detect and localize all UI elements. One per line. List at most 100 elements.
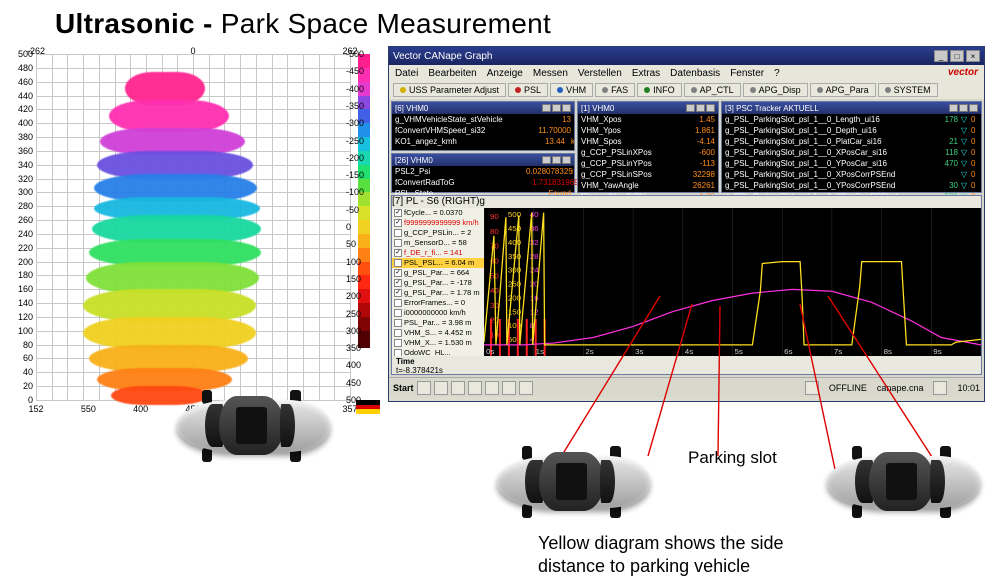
- toolbar-icon[interactable]: [502, 381, 516, 395]
- svg-text:2s: 2s: [585, 347, 594, 356]
- toolbar-icon[interactable]: [417, 381, 431, 395]
- chart-pane[interactable]: [7] PL - S6 (RIGHT)g ✓fCycle... = 0.0370…: [391, 195, 982, 375]
- minimize-button[interactable]: _: [934, 50, 948, 62]
- tab-uss-parameter-adjust[interactable]: USS Parameter Adjust: [393, 83, 506, 97]
- legend-item[interactable]: ✓g_PSL_Par... = 664: [392, 268, 484, 278]
- status-time: 10:01: [957, 383, 980, 393]
- heatmap-top-scale: -262 0 262: [36, 46, 350, 54]
- window-title: Vector CANape Graph: [393, 51, 493, 62]
- svg-text:28: 28: [530, 252, 539, 261]
- chart-title: [7] PL - S6 (RIGHT)g: [392, 196, 485, 207]
- svg-text:3s: 3s: [635, 347, 644, 356]
- svg-text:0s: 0s: [486, 347, 495, 356]
- legend-item[interactable]: ✓fCycle... = 0.0370: [392, 208, 484, 218]
- legend-item[interactable]: ✓g_PSL_Par... = -178: [392, 278, 484, 288]
- legend-item[interactable]: ErrorFrames... = 0: [392, 298, 484, 308]
- close-button[interactable]: ×: [966, 50, 980, 62]
- legend-item[interactable]: m_SensorD... = 58: [392, 238, 484, 248]
- data-row: g_PSL_ParkingSlot_psl_1__0_YPosCorrPSEnd…: [722, 180, 981, 191]
- canape-window-container: Vector CANape Graph _ □ × Datei Bearbeite…: [388, 46, 985, 414]
- tab-ap-ctl[interactable]: AP_CTL: [684, 83, 741, 97]
- heatmap-cells: [36, 54, 350, 400]
- svg-text:6s: 6s: [784, 347, 793, 356]
- data-row: fConvertVHMSpeed_si3211.70000: [392, 125, 574, 136]
- start-button[interactable]: Start: [393, 383, 414, 393]
- legend-item[interactable]: ✓f_DE_r_fi... = 141: [392, 248, 484, 258]
- legend-item[interactable]: VHM_X... = 1.530 m: [392, 338, 484, 348]
- svg-text:8s: 8s: [884, 347, 893, 356]
- menu-verstellen[interactable]: Verstellen: [578, 68, 622, 79]
- toolbar-icon[interactable]: [519, 381, 533, 395]
- menu-extras[interactable]: Extras: [632, 68, 660, 79]
- tab-bar: USS Parameter AdjustPSLVHMFASINFOAP_CTLA…: [389, 81, 984, 99]
- legend-item[interactable]: VHM_S... = 4.452 m: [392, 328, 484, 338]
- toolbar-icon[interactable]: [485, 381, 499, 395]
- tab-apg-para[interactable]: APG_Para: [810, 83, 876, 97]
- vector-logo: vector: [948, 67, 978, 78]
- data-row: VHM_Xpos1.45: [578, 114, 718, 125]
- tab-system[interactable]: SYSTEM: [878, 83, 938, 97]
- svg-text:1s: 1s: [536, 347, 545, 356]
- menu-anzeige[interactable]: Anzeige: [487, 68, 523, 79]
- data-row: g_PSL_ParkingSlot_psl_1__0_Length_ui1617…: [722, 114, 981, 125]
- car-icon: [818, 442, 988, 522]
- data-row: g_VHMVehicleState_stVehicle13: [392, 114, 574, 125]
- svg-text:5s: 5s: [734, 347, 743, 356]
- legend-item[interactable]: g_CCP_PSLin... = 2: [392, 228, 484, 238]
- window-titlebar[interactable]: Vector CANape Graph _ □ ×: [389, 47, 984, 65]
- chart-legend[interactable]: ✓fCycle... = 0.0370✓f9999999999999 km/hg…: [392, 208, 484, 374]
- workspace: [6] VHM0 g_VHMVehicleState_stVehicle13fC…: [389, 99, 984, 377]
- pane-vhm0-c[interactable]: [1] VHM0 VHM_Xpos1.45VHM_Ypos1.861VHM_Sp…: [577, 101, 719, 193]
- pane-vhm0-a[interactable]: [6] VHM0 g_VHMVehicleState_stVehicle13fC…: [391, 101, 575, 151]
- menu-fenster[interactable]: Fenster: [730, 68, 764, 79]
- car-icon: [168, 386, 338, 466]
- pane-title: [26] VHM0: [395, 156, 433, 165]
- pane-vhm0-b[interactable]: [26] VHM0 PSL2_Psi0.028078325radfConvert…: [391, 153, 575, 193]
- data-row: PSL2_Psi0.028078325rad: [392, 166, 574, 177]
- pane-title: [1] VHM0: [581, 104, 614, 113]
- legend-item[interactable]: i0000000000 km/h: [392, 308, 484, 318]
- tab-info[interactable]: INFO: [637, 83, 682, 97]
- svg-text:80: 80: [490, 227, 499, 236]
- title-part1: Ultrasonic -: [55, 8, 221, 39]
- svg-text:90: 90: [490, 212, 499, 221]
- menu-bar: Datei Bearbeiten Anzeige Messen Verstellen Ex…: [389, 65, 984, 81]
- status-icon: [805, 381, 819, 395]
- status-bar: Start OFFLINE canape.cna 10:01: [389, 377, 984, 397]
- chart-area[interactable]: 9080706050403020105004504003503002502001…: [484, 208, 981, 356]
- toolbar-icon[interactable]: [451, 381, 465, 395]
- legend-item[interactable]: ✓g_PSL_Par... = 1.78 m: [392, 288, 484, 298]
- heatmap-colorbar: -500-450-400-350-300-250-200-150-100-500…: [350, 54, 380, 400]
- tab-apg-disp[interactable]: APG_Disp: [743, 83, 808, 97]
- parking-slot-label: Parking slot: [688, 448, 777, 468]
- menu-datenbasis[interactable]: Datenbasis: [670, 68, 720, 79]
- menu-?[interactable]: ?: [774, 68, 780, 79]
- data-row: g_CCP_PSLinSPos32298: [578, 169, 718, 180]
- menu-datei[interactable]: Datei: [395, 68, 418, 79]
- tab-psl[interactable]: PSL: [508, 83, 548, 97]
- data-row: fConvertRadToG1.7318319694: [392, 177, 574, 188]
- menu-messen[interactable]: Messen: [533, 68, 568, 79]
- legend-item[interactable]: PSL_PSL... = 6.04 m: [392, 258, 484, 268]
- data-row: g_PSL_ParkingSlot_psl_1__0_PlatCar_si162…: [722, 136, 981, 147]
- tab-fas[interactable]: FAS: [595, 83, 635, 97]
- pane-psc-tracker[interactable]: [3] PSC Tracker AKTUELL g_PSL_ParkingSlo…: [721, 101, 982, 193]
- page-title: Ultrasonic - Park Space Measurement: [0, 0, 993, 46]
- heatmap-panel: -262 0 262 02040608010012014016018020022…: [8, 46, 380, 414]
- toolbar-icon[interactable]: [434, 381, 448, 395]
- svg-text:7s: 7s: [834, 347, 843, 356]
- menu-bearbeiten[interactable]: Bearbeiten: [428, 68, 476, 79]
- data-row: g_PSL_ParkingSlot_psl_1__0_YPosCar_si164…: [722, 158, 981, 169]
- data-row: KO1_angez_kmh13.44km: [392, 136, 574, 147]
- tab-vhm[interactable]: VHM: [550, 83, 593, 97]
- toolbar-icon[interactable]: [468, 381, 482, 395]
- status-file: canape.cna: [877, 383, 924, 393]
- svg-text:32: 32: [530, 238, 539, 247]
- maximize-button[interactable]: □: [950, 50, 964, 62]
- car-icon: [488, 442, 658, 522]
- pane-title: [6] VHM0: [395, 104, 428, 113]
- data-row: VHM_YawAngle26261: [578, 180, 718, 191]
- legend-item[interactable]: ✓f9999999999999 km/h: [392, 218, 484, 228]
- data-row: g_CCP_PSLinYPos-113: [578, 158, 718, 169]
- legend-item[interactable]: PSL_Par... = 3.98 m: [392, 318, 484, 328]
